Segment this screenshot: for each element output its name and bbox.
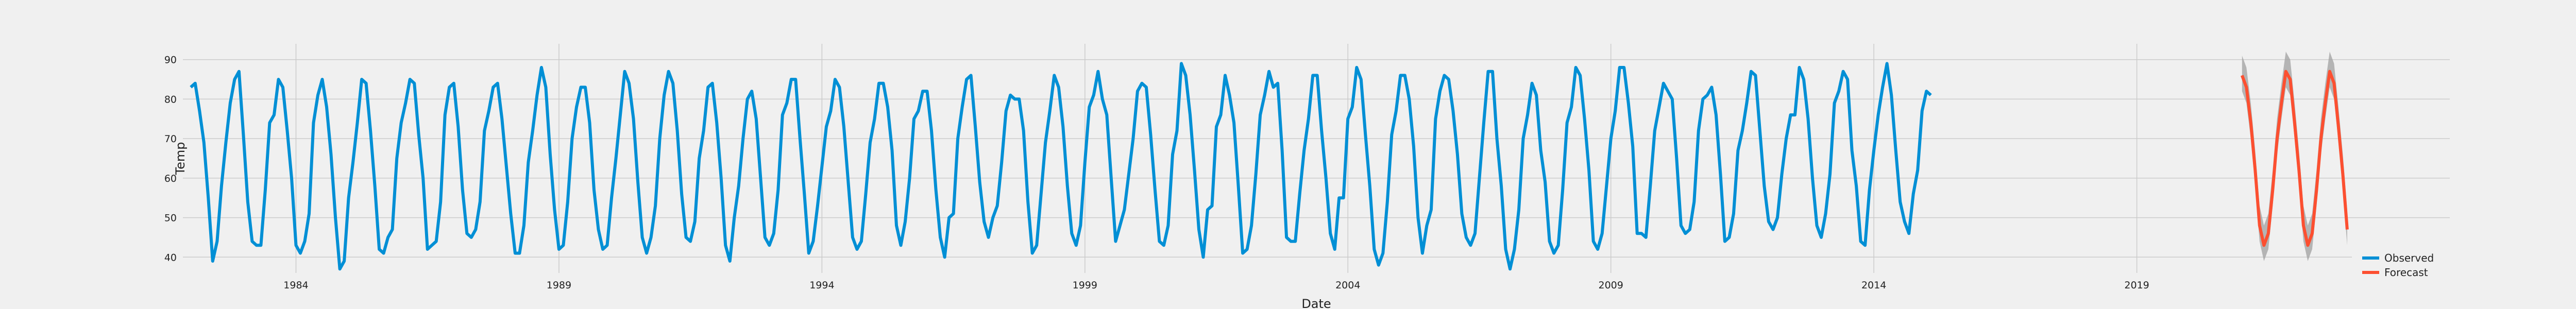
legend-label-observed: Observed [2384,252,2434,264]
y-tick-label: 70 [164,133,177,145]
forecast-series-line [2240,70,2349,247]
observed-series-line [190,62,1932,271]
y-tick-label: 80 [164,94,177,105]
x-axis-ticks: 1984 1989 1994 1999 2004 2009 2014 2019 [283,280,2149,291]
y-tick-label: 50 [164,213,177,224]
legend-box [2352,250,2450,281]
y-tick-label: 60 [164,173,177,184]
x-tick-label: 1984 [283,280,308,291]
y-axis-label: Temp [173,142,188,176]
x-tick-label: 2019 [2124,280,2149,291]
x-tick-label: 2004 [1335,280,1360,291]
x-tick-label: 2009 [1599,280,1623,291]
legend-label-forecast: Forecast [2384,266,2428,279]
y-tick-label: 40 [164,252,177,263]
x-tick-label: 2014 [1861,280,1886,291]
y-axis-ticks: 40 50 60 70 80 90 [164,55,177,264]
x-tick-label: 1989 [547,280,571,291]
x-tick-label: 1999 [1073,280,1097,291]
series-lines [190,62,2349,271]
x-axis-label: Date [1301,297,1331,309]
x-tick-label: 1994 [809,280,834,291]
legend: Observed Forecast [2352,250,2450,281]
y-tick-label: 90 [164,55,177,66]
